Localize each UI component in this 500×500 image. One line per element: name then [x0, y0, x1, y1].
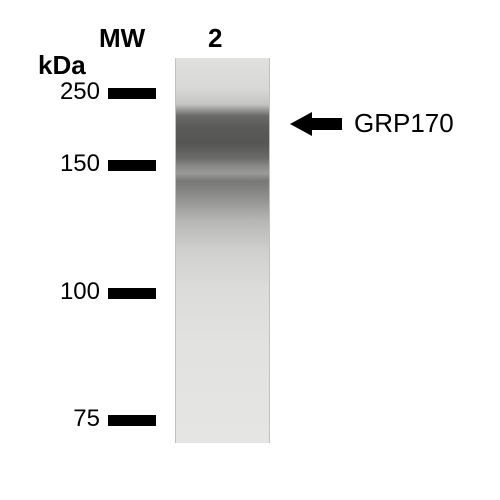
marker-band-75 — [108, 415, 156, 426]
western-blot-lane-2 — [175, 58, 270, 443]
mw-value-75: 75 — [73, 405, 100, 433]
mw-value-250: 250 — [60, 78, 100, 106]
lane-2-header: 2 — [208, 23, 222, 54]
marker-band-100 — [108, 288, 156, 299]
mw-column-header: MW — [99, 23, 145, 54]
protein-indicator: GRP170 — [290, 108, 454, 139]
protein-name-label: GRP170 — [354, 108, 454, 139]
mw-value-150: 150 — [60, 150, 100, 178]
arrow-icon — [290, 112, 342, 136]
marker-band-150 — [108, 160, 156, 171]
marker-band-250 — [108, 88, 156, 99]
mw-value-100: 100 — [60, 278, 100, 306]
unit-label: kDa — [38, 50, 86, 81]
